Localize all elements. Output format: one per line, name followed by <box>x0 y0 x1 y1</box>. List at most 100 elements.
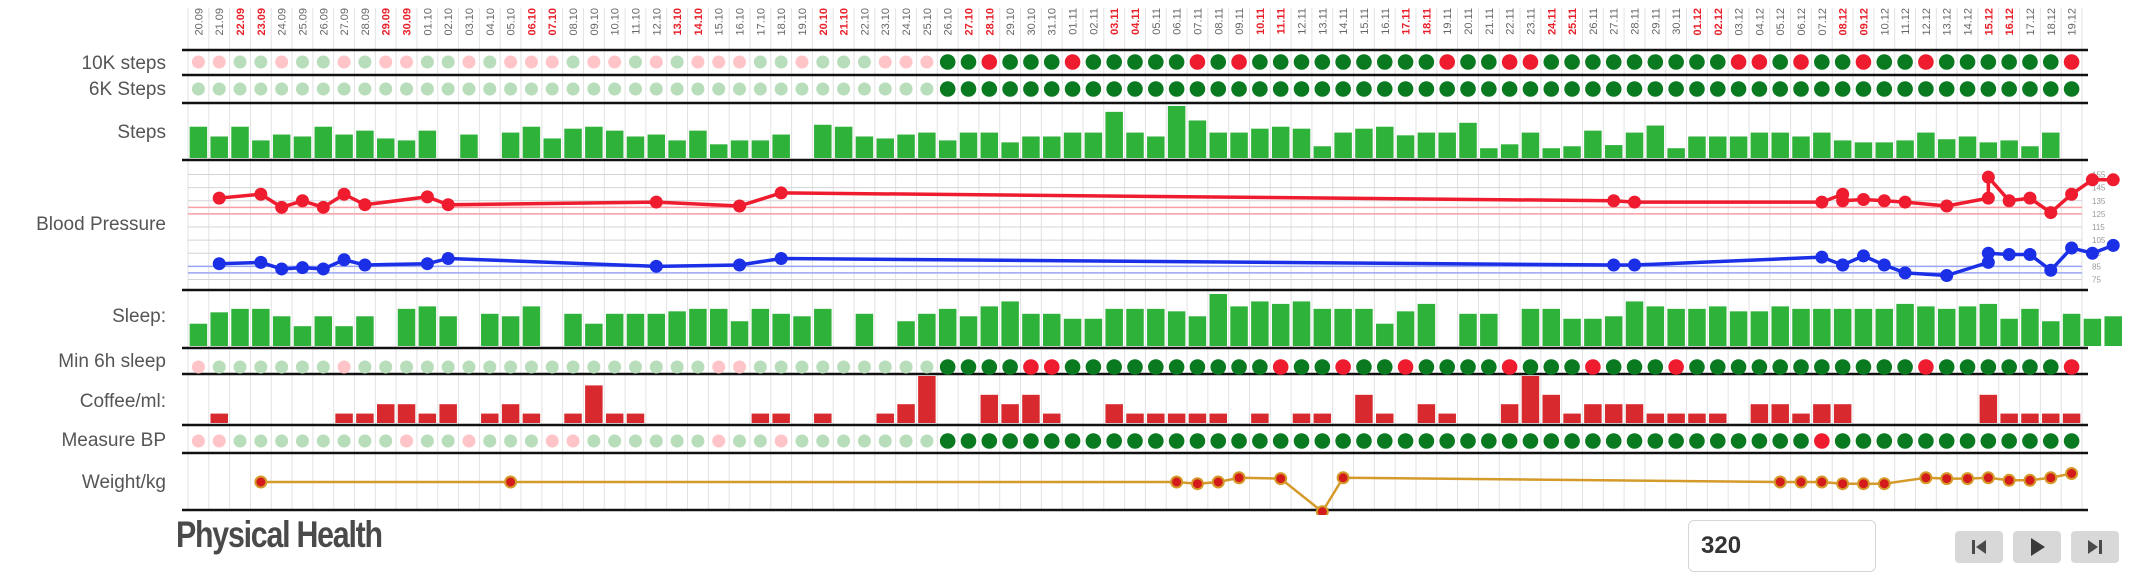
sleep-bar <box>1188 316 1207 346</box>
status-dot <box>1314 81 1331 97</box>
date-label: 25.10 <box>922 8 934 36</box>
coffee-bar <box>1417 404 1436 423</box>
status-dot <box>212 360 226 374</box>
status-dot <box>1814 359 1830 375</box>
skip-back-button[interactable] <box>1955 531 2003 563</box>
status-dot <box>337 360 351 374</box>
status-dot <box>1272 433 1289 449</box>
status-dot <box>795 55 809 69</box>
status-dot <box>1314 359 1331 375</box>
coffee-bar <box>1209 413 1227 423</box>
frame-input[interactable] <box>1688 520 1876 572</box>
row-label: 10K steps <box>82 53 167 74</box>
status-dot <box>816 82 830 96</box>
coffee-bar <box>751 413 770 423</box>
sleep-bar <box>1230 306 1248 346</box>
steps-bar <box>501 132 520 158</box>
status-dot <box>2042 433 2059 449</box>
status-dot <box>1043 433 1060 449</box>
sleep-bar <box>293 326 312 346</box>
bp-diastolic-point <box>1898 266 1912 280</box>
status-dot <box>1564 54 1580 70</box>
status-dot <box>1668 81 1684 97</box>
play-button[interactable] <box>2013 531 2061 563</box>
status-dot <box>1918 54 1934 70</box>
date-label: 01.12 <box>1692 8 1704 36</box>
date-label: 22.09 <box>235 8 247 36</box>
status-dot <box>1543 359 1560 375</box>
status-dot <box>628 55 642 69</box>
status-dot <box>857 55 871 69</box>
status-dot <box>753 434 767 448</box>
coffee-bar <box>1355 394 1373 423</box>
coffee-bar <box>1022 394 1040 423</box>
status-dot <box>1481 433 1497 449</box>
steps-bar <box>897 134 915 158</box>
weight-point <box>2023 473 2037 487</box>
date-label: 14.11 <box>1338 8 1350 35</box>
steps-bar <box>668 140 686 158</box>
sleep-bar <box>1750 311 1769 346</box>
steps-bar <box>751 140 770 158</box>
status-dot <box>1564 433 1580 449</box>
status-dot <box>379 360 393 374</box>
status-dot <box>1439 433 1455 449</box>
status-dot <box>1272 54 1289 70</box>
steps-bar <box>1043 136 1061 158</box>
status-dot <box>1751 433 1768 449</box>
steps-bar <box>772 134 790 158</box>
bp-diastolic-point <box>2044 263 2058 277</box>
status-dot <box>733 360 747 374</box>
steps-bar <box>564 128 582 158</box>
status-dot <box>1668 433 1684 449</box>
status-dot <box>1959 54 1976 70</box>
status-dot <box>191 55 205 69</box>
coffee-bar <box>1709 413 1727 423</box>
status-dot <box>1938 81 1955 97</box>
status-dot <box>649 55 663 69</box>
skip-forward-button[interactable] <box>2071 531 2119 563</box>
status-dot <box>1335 81 1351 97</box>
status-dot <box>649 82 663 96</box>
steps-bar <box>2000 140 2018 158</box>
status-dot <box>254 55 268 69</box>
status-dot <box>358 360 372 374</box>
status-dot <box>960 54 977 70</box>
date-label: 14.10 <box>693 8 705 36</box>
sleep-bar <box>1126 308 1144 346</box>
steps-bar <box>1625 132 1644 158</box>
steps-bar <box>585 126 603 158</box>
steps-bar <box>1188 120 1207 158</box>
status-dot <box>1959 81 1976 97</box>
status-dot <box>1210 433 1227 449</box>
status-dot <box>1501 433 1518 449</box>
coffee-bar <box>897 404 915 423</box>
sleep-bar <box>959 316 978 346</box>
status-dot <box>1938 433 1955 449</box>
status-dot <box>524 360 538 374</box>
sleep-bar <box>314 316 333 346</box>
status-dot <box>566 434 580 448</box>
status-dot <box>899 82 913 96</box>
status-dot <box>275 82 289 96</box>
status-dot <box>1002 54 1018 70</box>
status-dot <box>462 55 476 69</box>
status-dot <box>1210 54 1227 70</box>
date-label: 11.10 <box>630 8 642 35</box>
status-dot <box>1043 359 1060 375</box>
status-dot <box>1106 81 1122 97</box>
coffee-bar <box>418 413 437 423</box>
date-label: 04.12 <box>1754 8 1766 36</box>
status-dot <box>566 82 580 96</box>
status-dot <box>1522 359 1539 375</box>
status-dot <box>1023 433 1039 449</box>
status-dot <box>857 82 871 96</box>
weight-point <box>1773 475 1787 489</box>
sleep-bar <box>855 313 874 346</box>
sleep-bar <box>1459 313 1477 346</box>
sleep-bar <box>1792 308 1810 346</box>
status-dot <box>587 434 601 448</box>
steps-bar <box>1022 136 1040 158</box>
status-dot <box>587 82 601 96</box>
status-dot <box>608 55 622 69</box>
